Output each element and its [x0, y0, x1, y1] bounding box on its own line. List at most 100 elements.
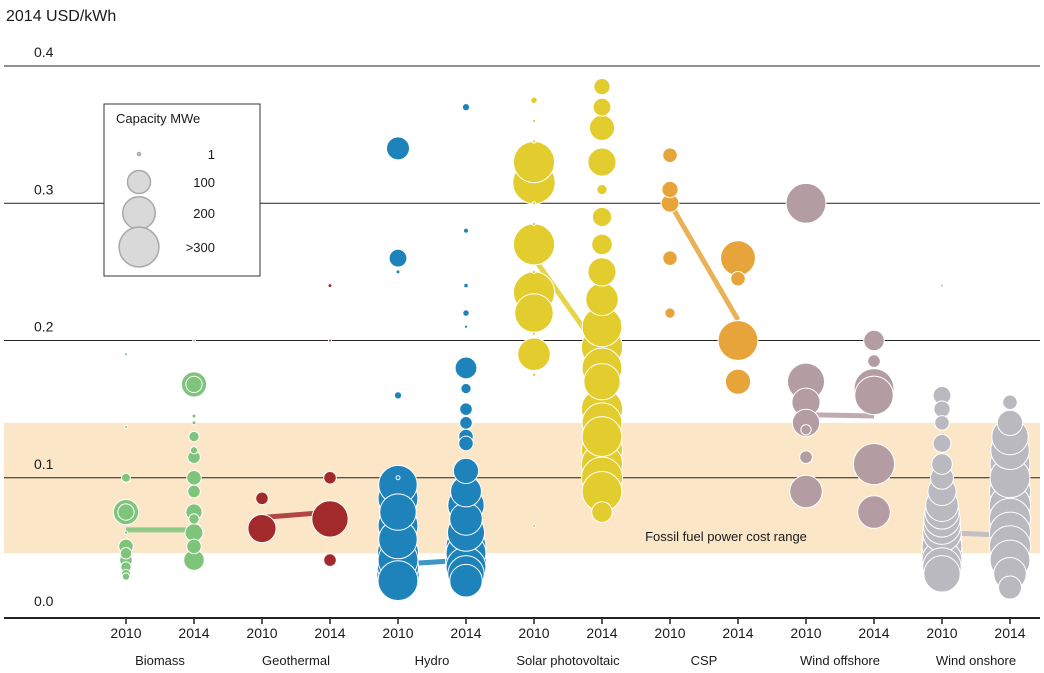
bubble-hydro-2014: [459, 416, 473, 430]
bubble-solar-photovoltaic-2014: [588, 114, 616, 141]
bubble-hydro-2014: [462, 227, 470, 234]
bubble-solar-photovoltaic-2014: [593, 77, 611, 96]
bubble-wind-offshore-2010: [791, 408, 821, 437]
bubble-hydro-2010: [395, 269, 401, 275]
bubble-hydro-2010: [379, 493, 417, 531]
x-tick-label-wind-offshore-2014: 2014: [858, 625, 889, 641]
bubble-wind-onshore-2010: [934, 415, 950, 431]
category-label-solar-photovoltaic: Solar photovoltaic: [516, 653, 620, 668]
bubble-csp-2014: [724, 368, 752, 395]
x-tick-label-biomass-2010: 2010: [110, 625, 141, 641]
bubble-hydro-2010: [386, 136, 410, 161]
bubble-hydro-2010: [395, 475, 401, 481]
bubble-biomass-2014: [186, 469, 202, 486]
bubble-solar-photovoltaic-2010: [531, 221, 537, 226]
bubble-wind-offshore-2010: [785, 182, 827, 224]
fossil-fuel-band-label: Fossil fuel power cost range: [645, 529, 807, 544]
axis-layer: 0.0 0.1 0.2 0.3 0.4 2010 2014 Biomass 2010 2014 Ge…: [4, 44, 1040, 668]
bubble-wind-offshore-2014: [857, 495, 891, 529]
fossil-fuel-band-layer: Fossil fuel power cost range: [4, 422, 1040, 554]
bubble-hydro-2014: [454, 356, 478, 380]
bubble-hydro-2014: [449, 563, 483, 598]
x-tick-label-wind-offshore-2010: 2010: [790, 625, 821, 641]
legend-label-1: 100: [193, 175, 215, 190]
bubble-biomass-2014: [186, 538, 202, 555]
bubble-solar-photovoltaic-2014: [592, 97, 612, 117]
x-tick-label-geothermal-2014: 2014: [314, 625, 345, 641]
bubble-hydro-2014: [462, 309, 470, 317]
bubble-solar-photovoltaic-2014: [596, 183, 608, 196]
bubble-hydro-2014: [463, 324, 469, 329]
y-axis-title: 2014 USD/kWh: [6, 8, 116, 25]
x-tick-label-solar-photovoltaic-2010: 2010: [518, 625, 549, 641]
bubble-csp-2010: [662, 147, 678, 163]
bubble-geothermal-2014: [323, 553, 337, 567]
bubble-solar-photovoltaic-2010: [531, 523, 537, 528]
bubble-solar-photovoltaic-2010: [514, 293, 554, 333]
legend-label-0: 1: [208, 147, 215, 162]
bubble-biomass-2014: [188, 513, 200, 525]
bubble-geothermal-2010: [255, 491, 269, 506]
bubble-solar-photovoltaic-2014: [587, 257, 617, 287]
bubble-solar-photovoltaic-2014: [583, 362, 621, 401]
legend-bubble-2: [121, 195, 157, 231]
x-tick-label-biomass-2014: 2014: [178, 625, 209, 641]
x-tick-label-wind-onshore-2014: 2014: [994, 625, 1025, 641]
bubble-csp-2010: [661, 180, 679, 199]
bubble-biomass-2014: [189, 446, 199, 455]
bubble-solar-photovoltaic-2010: [512, 141, 556, 184]
bubble-solar-photovoltaic-2010: [517, 337, 551, 371]
x-tick-label-hydro-2010: 2010: [382, 625, 413, 641]
bubble-hydro-2014: [449, 502, 483, 536]
category-label-wind-offshore: Wind offshore: [800, 653, 880, 668]
bubble-csp-2014: [717, 320, 759, 361]
bubble-wind-onshore-2010: [931, 453, 953, 475]
bubble-geothermal-2014: [327, 283, 333, 289]
bubble-hydro-2014: [459, 402, 473, 416]
legend-bubble-0: [136, 151, 142, 157]
bubble-wind-offshore-2010: [800, 424, 812, 436]
bubble-solar-photovoltaic-2014: [591, 501, 613, 523]
bubble-solar-photovoltaic-2010: [512, 223, 556, 266]
bubble-solar-photovoltaic-2010: [531, 372, 537, 377]
bubble-biomass-2010: [123, 530, 129, 535]
bubble-wind-onshore-2010: [933, 400, 951, 418]
bubble-solar-photovoltaic-2010: [531, 331, 537, 336]
bubble-hydro-2014: [463, 282, 469, 289]
category-label-geothermal: Geothermal: [262, 653, 330, 668]
bubble-biomass-2010: [121, 572, 131, 581]
bubble-csp-2010: [662, 250, 678, 266]
bubble-hydro-2014: [461, 103, 471, 112]
bubble-wind-offshore-2010: [799, 450, 813, 464]
legend-label-3: >300: [186, 240, 215, 255]
bubble-wind-onshore-2014: [1002, 394, 1018, 411]
fossil-fuel-band: [4, 422, 1040, 554]
bubble-solar-photovoltaic-2014: [587, 147, 617, 177]
bubble-biomass-2010: [119, 546, 133, 560]
bubble-hydro-2010: [377, 560, 419, 602]
bubble-hydro-2014: [458, 435, 474, 452]
bubble-biomass-2014: [187, 484, 201, 499]
x-tick-label-solar-photovoltaic-2014: 2014: [586, 625, 617, 641]
x-tick-label-csp-2010: 2010: [654, 625, 685, 641]
category-label-csp: CSP: [691, 653, 718, 668]
bubble-solar-photovoltaic-2010: [531, 269, 537, 275]
bubble-wind-offshore-2014: [854, 375, 894, 416]
average-line-csp: [667, 201, 741, 322]
bubble-solar-photovoltaic-2010: [530, 96, 538, 105]
y-tick-label-0.4: 0.4: [34, 44, 54, 60]
bubble-geothermal-2014: [323, 470, 337, 485]
bubble-hydro-2010: [393, 391, 403, 400]
bubble-wind-offshore-2014: [867, 354, 881, 368]
bubble-wind-onshore-2014: [998, 575, 1022, 600]
bubble-biomass-2014: [191, 420, 197, 426]
legend-title: Capacity MWe: [116, 111, 200, 126]
bubble-biomass-2014: [192, 338, 196, 343]
bubble-biomass-2010: [117, 503, 135, 521]
capacity-legend: Capacity MWe 1 100 200 >300: [103, 103, 261, 277]
bubble-solar-photovoltaic-2014: [591, 206, 613, 228]
bubble-biomass-2014: [185, 375, 203, 394]
bubble-biomass-2014: [188, 430, 200, 443]
category-label-biomass: Biomass: [135, 653, 185, 668]
category-label-wind-onshore: Wind onshore: [936, 653, 1016, 668]
